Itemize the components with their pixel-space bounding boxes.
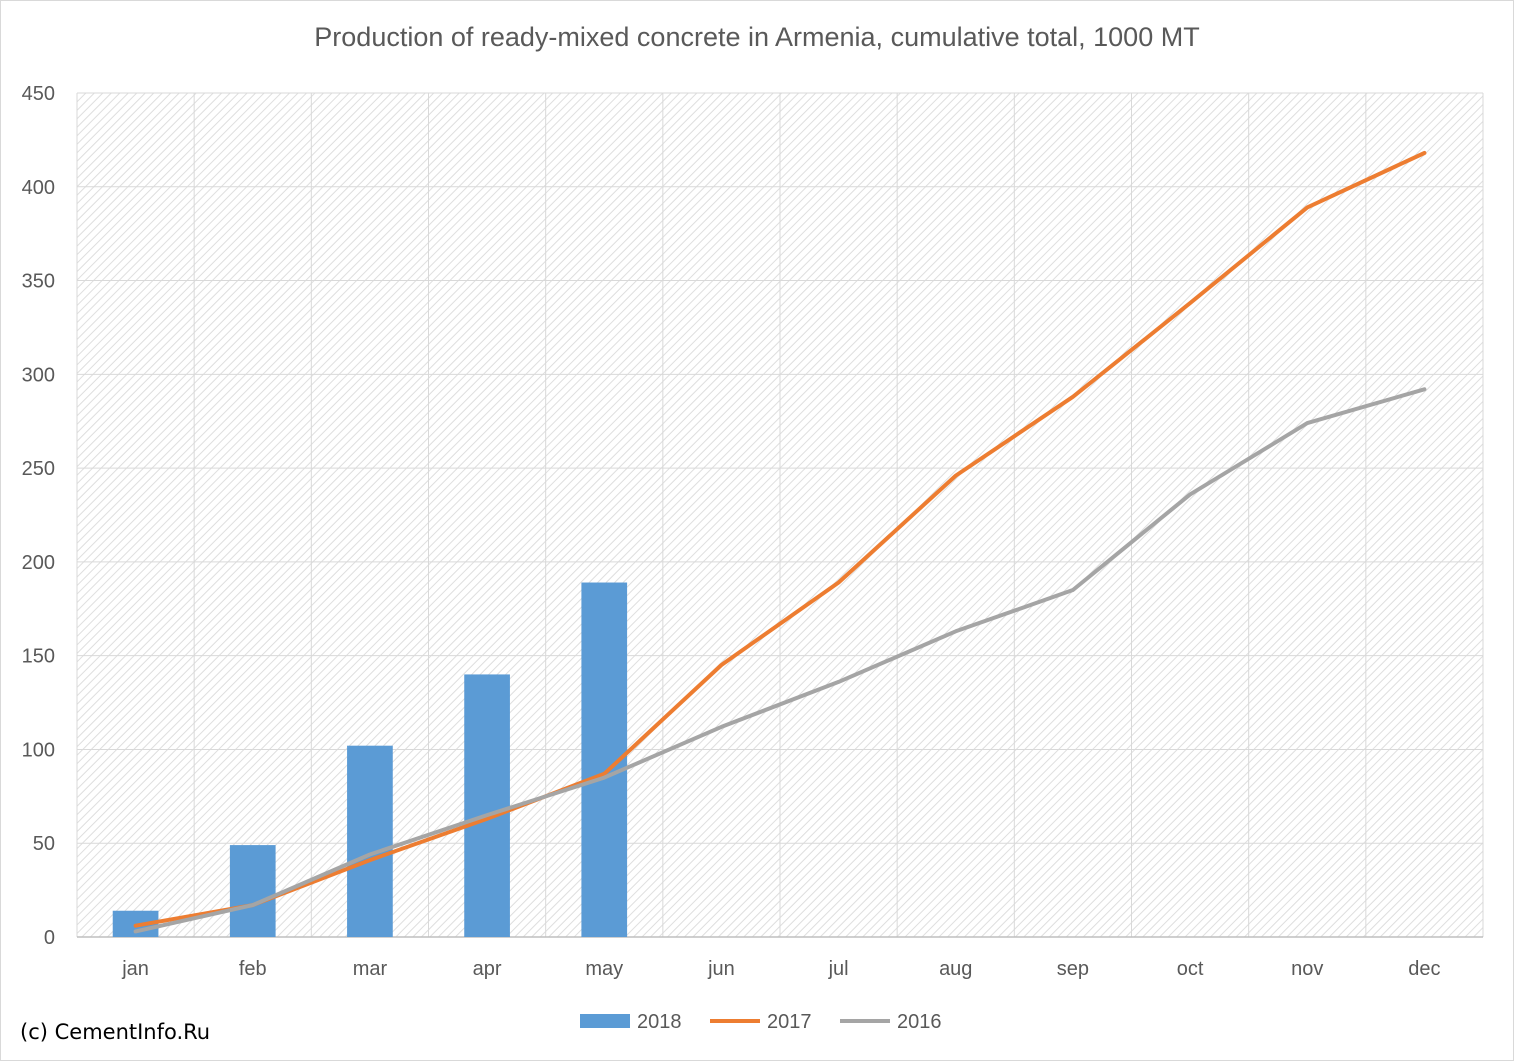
y-tick-label: 450 <box>22 83 55 105</box>
x-tick-label: oct <box>1177 958 1204 980</box>
line-2016 <box>133 387 1427 934</box>
x-tick-label: feb <box>239 958 267 980</box>
line-series <box>133 151 1427 934</box>
x-tick-label: jan <box>121 958 149 980</box>
legend: 2018 2017 2016 <box>580 1011 942 1033</box>
credit-text: (c) CementInfo.Ru <box>20 1020 211 1044</box>
chart-title: Production of ready-mixed concrete in Ar… <box>314 22 1200 52</box>
x-tick-label: sep <box>1057 958 1089 980</box>
x-tick-label: nov <box>1291 958 1323 980</box>
legend-label-2017: 2017 <box>767 1011 812 1033</box>
x-tick-label: may <box>585 958 623 980</box>
y-axis: 0 50 100 150 200 250 300 350 400 450 <box>22 83 55 949</box>
y-tick-label: 300 <box>22 364 55 386</box>
y-tick-label: 100 <box>22 739 55 761</box>
y-tick-label: 250 <box>22 458 55 480</box>
legend-label-2016: 2016 <box>897 1011 942 1033</box>
y-tick-label: 150 <box>22 646 55 668</box>
x-tick-label: dec <box>1408 958 1440 980</box>
bar-series <box>112 582 628 937</box>
x-tick-label: jun <box>707 958 735 980</box>
y-tick-label: 0 <box>44 927 55 949</box>
x-axis: jan feb mar apr may jun jul aug sep oct nov dec <box>77 936 1483 980</box>
legend-label-2018: 2018 <box>637 1011 682 1033</box>
bar-2018 <box>347 745 393 937</box>
legend-swatch-2018 <box>580 1014 630 1028</box>
bar-2018 <box>464 674 510 937</box>
line-2017 <box>133 151 1427 928</box>
y-tick-label: 400 <box>22 177 55 199</box>
y-tick-label: 50 <box>33 833 55 855</box>
x-tick-label: apr <box>473 958 502 980</box>
x-tick-label: aug <box>939 958 972 980</box>
y-tick-label: 200 <box>22 552 55 574</box>
bar-2018 <box>229 845 276 937</box>
x-tick-label: jul <box>828 958 849 980</box>
y-tick-label: 350 <box>22 271 55 293</box>
x-tick-label: mar <box>353 958 388 980</box>
